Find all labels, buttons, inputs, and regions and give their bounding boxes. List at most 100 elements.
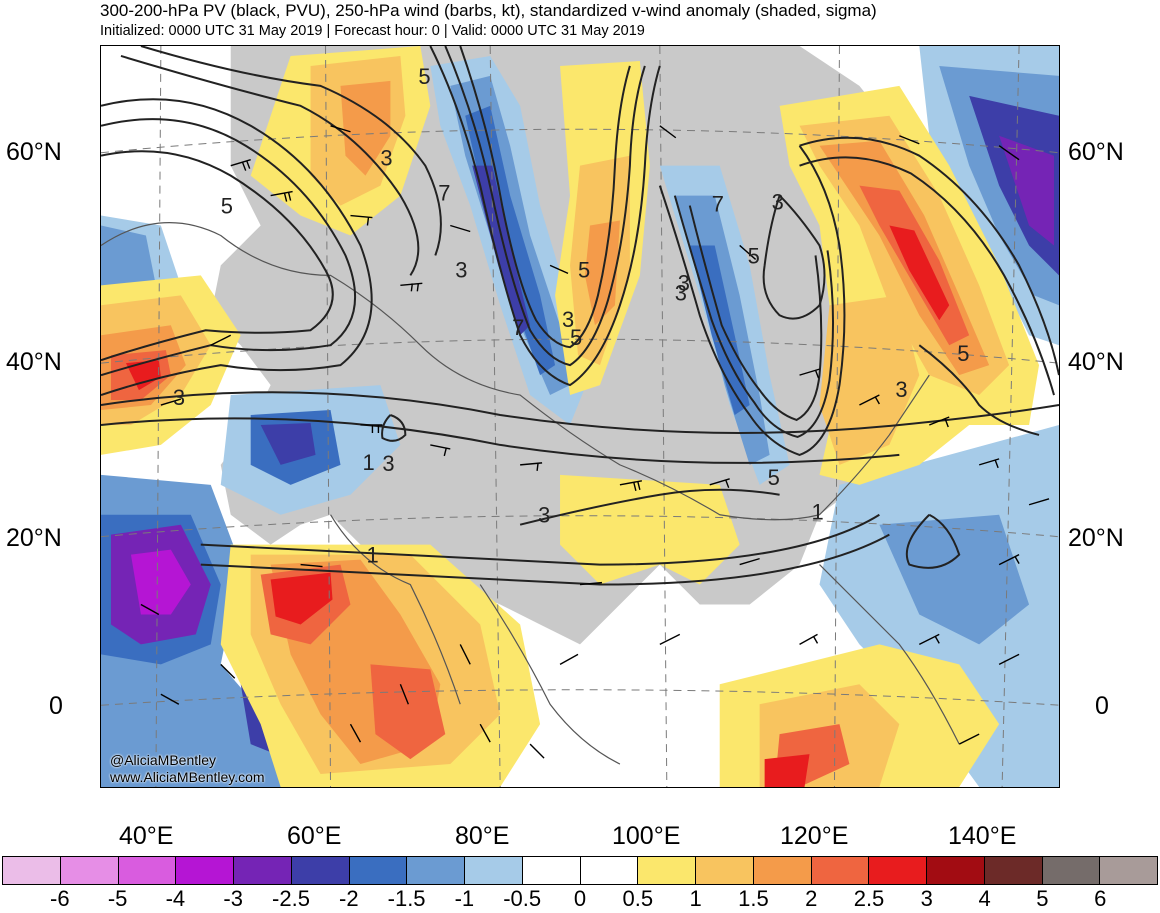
colorbar-swatch [1042,857,1101,884]
credit-watermark: @AliciaMBentley www.AliciaMBentley.com [110,752,265,786]
contour-labels: 5 3 5 7 3 7 3 5 3 5 3 1 3 5 3 1 5 3 1 7 … [173,64,970,568]
anomaly-negative [472,165,531,336]
colorbar-swatch [407,857,465,884]
lat-label-left: 0 [49,692,63,720]
colorbar-label: 1 [689,886,702,911]
colorbar-swatch [176,857,234,884]
colorbar-label: -4 [165,886,186,911]
colorbar-label: -2.5 [272,886,310,911]
lon-label: 80°E [455,822,510,850]
contour-label: 3 [772,190,784,215]
contour-label: 7 [712,192,724,217]
contour-label: 5 [578,257,590,282]
lat-label-right: 20°N [1068,524,1124,552]
colorbar [2,856,1158,885]
colorbar-swatch [811,857,870,884]
lat-label-left: 60°N [6,138,62,166]
contour-label: 3 [380,146,392,171]
colorbar-swatch [60,857,119,884]
anomaly-positive [764,754,810,787]
colorbar-label: -1 [454,886,475,911]
colorbar-label: -2 [339,886,359,911]
contour-label: 5 [221,194,233,219]
colorbar-swatch [3,857,61,884]
colorbar-swatch [753,857,812,884]
lat-label-left: 40°N [6,348,62,376]
pv-contours [101,46,1059,586]
colorbar-swatch [638,857,696,884]
contour-label: 1 [362,450,374,475]
lat-label-right: 40°N [1068,348,1124,376]
colorbar-swatch [1100,857,1157,884]
map-panel: 5 3 5 7 3 7 3 5 3 5 3 1 3 5 3 1 5 3 1 7 … [100,45,1060,788]
contour-label: 1 [812,500,824,525]
anomaly-positive [370,664,446,760]
wind-barbs [140,125,1050,759]
contour-label: 5 [570,325,582,350]
contour-label: 5 [418,64,430,89]
colorbar-swatch [580,857,639,884]
anomaly-negative [260,422,316,465]
colorbar-label: 5 [1036,886,1049,911]
colorbar-swatch [291,857,350,884]
contour-label: 3 [895,377,907,402]
colorbar-swatch [522,857,581,884]
contour-label: 3 [675,280,687,305]
contour-label: 3 [678,270,690,295]
anomaly-negative [879,514,1030,645]
lon-label: 100°E [612,822,681,850]
map-subtitle: Initialized: 0000 UTC 31 May 2019 | Fore… [100,23,645,39]
lon-label: 40°E [119,822,174,850]
anomaly-positive [340,80,391,176]
contour-label: 1 [366,543,378,568]
anomaly-positive [889,225,950,321]
colorbar-swatch [349,857,408,884]
colorbar-label: -5 [107,886,128,911]
anomaly-negative [130,549,191,615]
contour-label: 7 [438,181,450,206]
contour-label: 3 [382,451,394,476]
contour-label: 7 [512,315,524,340]
colorbar-label: 2.5 [853,886,885,911]
colorbar-label: 0 [573,886,587,911]
contour-label: 3 [538,503,550,528]
colorbar-swatch [465,857,523,884]
colorbar-swatch [118,857,177,884]
colorbar-swatch [696,857,754,884]
colorbar-label: 6 [1094,886,1107,911]
colorbar-label: 4 [978,886,991,911]
colorbar-swatch [984,857,1043,884]
graticule [101,46,1059,787]
lon-label: 140°E [948,822,1017,850]
lon-label: 60°E [287,822,342,850]
contour-label: 3 [455,257,467,282]
colorbar-label: -1.5 [387,886,426,911]
anomaly-positive [125,360,161,391]
credit-handle: @AliciaMBentley [110,752,217,768]
contour-label: 3 [562,307,574,332]
lat-label-left: 20°N [6,524,62,552]
credit-url: www.AliciaMBentley.com [110,769,265,785]
colorbar-swatch [234,857,292,884]
colorbar-label: 3 [920,886,933,911]
lat-label-right: 0 [1095,692,1109,720]
colorbar-label: -0.5 [503,886,542,911]
map-title: 300-200-hPa PV (black, PVU), 250-hPa win… [100,1,877,20]
contour-label: 5 [748,243,760,268]
anomaly-positive [560,474,740,585]
lon-label: 120°E [780,822,849,850]
colorbar-swatch [869,857,927,884]
coastlines [101,222,960,765]
contour-label: 5 [768,465,780,490]
lat-label-right: 60°N [1068,138,1124,166]
colorbar-label: -6 [50,886,70,911]
colorbar-label: 0.5 [622,886,654,911]
colorbar-label: 2 [805,886,818,911]
anomaly-negative [999,135,1055,246]
colorbar-label: 1.5 [738,886,769,911]
contour-label: 5 [957,341,969,366]
contour-label: 3 [173,385,185,410]
colorbar-swatch [927,857,985,884]
colorbar-label: -3 [223,886,243,911]
anomaly-positive [270,572,333,625]
